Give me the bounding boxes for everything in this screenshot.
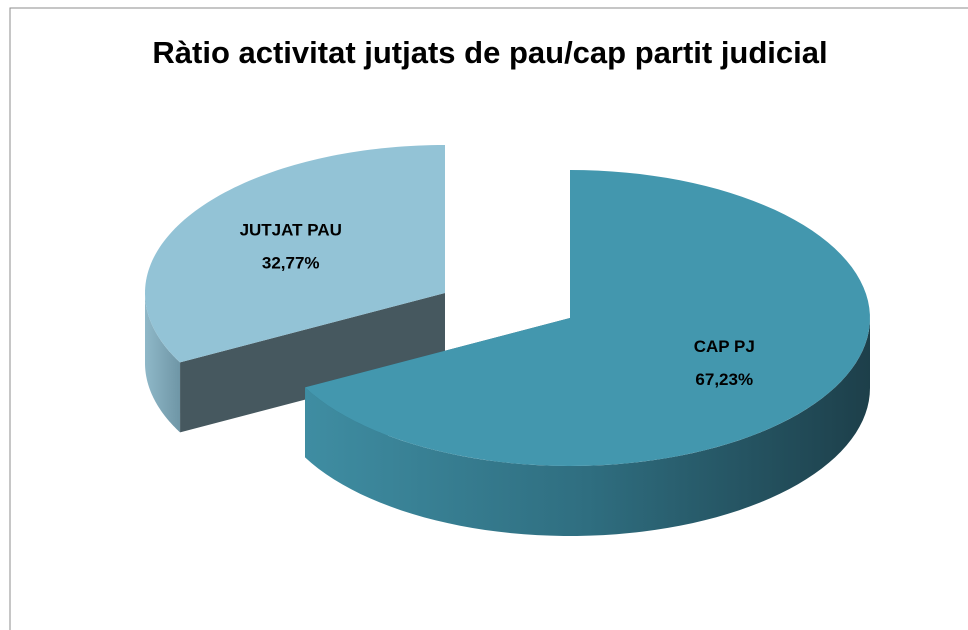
chart-title: Ràtio activitat jutjats de pau/cap parti… — [152, 35, 827, 70]
slice-label: CAP PJ — [694, 337, 755, 356]
pie-slice — [305, 170, 870, 466]
pie-slice — [145, 145, 445, 363]
slice-side — [145, 293, 181, 433]
slice-face — [180, 293, 445, 433]
pie: JUTJAT PAU 32,77% CAP PJ 67,23% — [145, 145, 870, 536]
slice-side — [305, 318, 870, 536]
slice-value-label: 67,23% — [695, 370, 753, 389]
slice-label: JUTJAT PAU — [240, 221, 342, 240]
slice-value-label: 32,77% — [262, 254, 320, 273]
